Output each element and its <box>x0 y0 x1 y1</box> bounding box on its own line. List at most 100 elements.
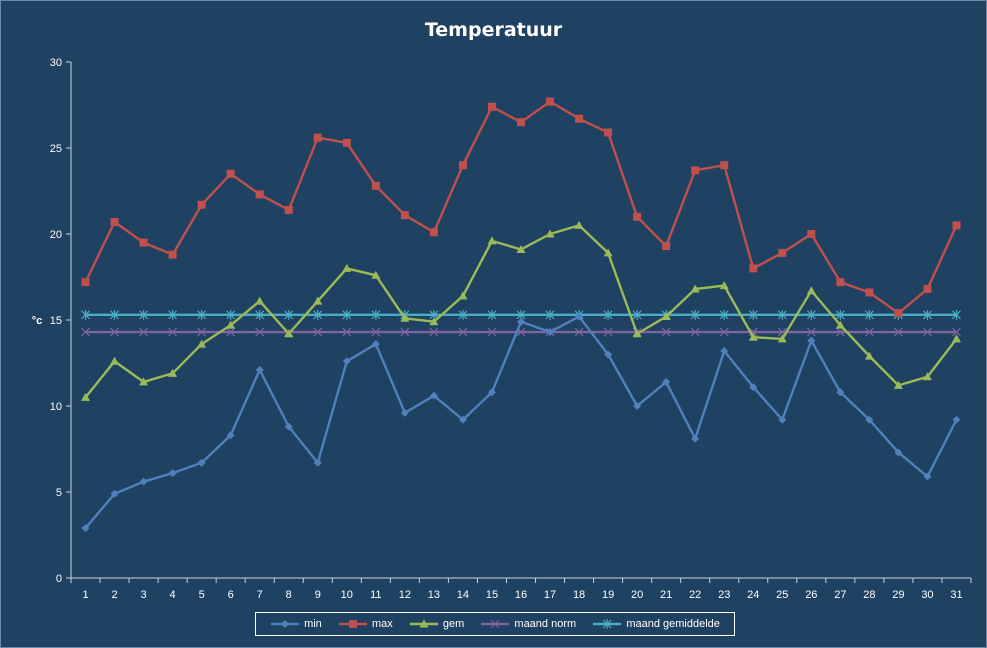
data-point-gem <box>893 380 903 389</box>
data-point-maand-gemiddelde <box>110 309 119 320</box>
data-point-gem <box>748 332 758 341</box>
data-point-max <box>807 230 816 238</box>
x-tick-label: 27 <box>834 589 846 601</box>
data-point-gem <box>864 351 874 360</box>
x-tick-label: 28 <box>863 589 875 601</box>
data-point-gem <box>139 377 149 386</box>
data-point-gem <box>922 372 932 381</box>
data-point-gem <box>777 334 787 343</box>
y-axis-label: °c <box>32 315 43 327</box>
data-point-maand-gemiddelde <box>139 309 149 320</box>
data-point-max <box>952 221 961 230</box>
data-point-min <box>691 434 700 443</box>
data-point-maand-norm <box>487 327 497 337</box>
data-point-min <box>952 415 961 424</box>
data-point-gem <box>400 313 410 322</box>
legend-swatch-max <box>338 620 367 628</box>
x-tick-label: 13 <box>428 589 440 601</box>
data-point-maand-gemiddelde <box>226 309 236 320</box>
data-point-gem <box>690 284 700 293</box>
data-point-gem <box>81 392 91 401</box>
data-point-max <box>458 161 467 170</box>
x-tick-label: 8 <box>286 589 292 601</box>
data-point-min <box>487 388 496 397</box>
data-point-maand-gemiddelde <box>255 309 265 320</box>
data-point-max <box>371 181 380 190</box>
data-point-min <box>575 312 584 321</box>
data-point-max <box>168 250 177 259</box>
data-point-maand-norm <box>574 327 584 337</box>
data-point-maand-gemiddelde <box>632 309 642 320</box>
data-point-max <box>894 309 903 318</box>
data-point-gem <box>197 339 207 348</box>
data-point-maand-gemiddelde <box>719 309 729 320</box>
data-point-min <box>371 340 380 349</box>
x-tick-label: 16 <box>515 589 527 601</box>
x-tick-label: 23 <box>718 589 730 601</box>
x-tick-label: 14 <box>457 589 469 601</box>
legend-item-maand-norm: maand norm <box>480 618 576 630</box>
data-point-maand-norm <box>923 327 932 337</box>
data-point-min <box>458 415 467 424</box>
x-tick-label: 17 <box>544 589 556 601</box>
data-point-min <box>662 377 671 386</box>
data-point-max <box>633 212 642 221</box>
x-tick-label: 15 <box>486 589 498 601</box>
data-point-maand-norm <box>719 327 729 337</box>
data-point-max <box>110 217 119 226</box>
series-line-max <box>84 100 958 315</box>
x-tick-label: 11 <box>370 589 381 601</box>
x-tick-label: 7 <box>257 589 263 601</box>
data-point-min <box>139 477 148 486</box>
data-point-maand-gemiddelde <box>545 309 555 320</box>
legend-swatch-maand-gemiddelde <box>593 619 622 629</box>
y-tick-label: 0 <box>56 573 62 585</box>
data-point-min <box>81 524 90 533</box>
data-point-maand-norm <box>603 327 613 337</box>
data-point-maand-norm <box>139 327 149 337</box>
data-point-gem <box>632 329 642 338</box>
data-point-max <box>197 200 206 209</box>
data-point-gem <box>806 286 816 295</box>
data-point-min <box>749 383 758 392</box>
y-tick-label: 15 <box>50 315 62 327</box>
data-point-min <box>342 357 351 366</box>
legend-label-maand-norm: maand norm <box>514 618 577 630</box>
chart-title: Temperatuur <box>424 19 563 41</box>
data-point-maand-norm <box>168 327 178 337</box>
legend-item-min: min <box>270 618 322 630</box>
data-point-gem <box>574 220 584 229</box>
data-point-maand-norm <box>952 327 961 337</box>
x-tick-label: 19 <box>602 589 614 601</box>
data-point-max <box>546 97 555 106</box>
data-point-maand-norm <box>255 327 265 337</box>
legend: min max gem maand norm maand gemiddelde <box>255 612 735 636</box>
legend-swatch-gem <box>409 619 438 628</box>
x-tick-label: 10 <box>341 589 353 601</box>
data-point-max <box>691 166 700 175</box>
legend-item-gem: gem <box>409 618 464 630</box>
x-tick-label: 21 <box>660 589 672 601</box>
data-point-min <box>807 336 816 345</box>
data-point-maand-gemiddelde <box>952 309 961 320</box>
x-tick-label: 25 <box>776 589 788 601</box>
data-point-gem <box>284 329 294 338</box>
legend-item-maand-gemiddelde: maand gemiddelde <box>592 618 720 630</box>
legend-marker-maand-gemiddelde <box>602 619 612 629</box>
data-point-max <box>662 242 671 251</box>
x-tick-label: 22 <box>689 589 701 601</box>
data-point-maand-norm <box>661 327 671 337</box>
data-point-maand-gemiddelde <box>487 309 497 320</box>
data-point-gem <box>719 281 729 290</box>
data-point-maand-gemiddelde <box>371 309 381 320</box>
x-tick-label: 2 <box>111 589 117 601</box>
data-point-maand-gemiddelde <box>458 309 468 320</box>
data-point-maand-norm <box>458 327 468 337</box>
data-point-maand-norm <box>400 327 410 337</box>
legend-marker-maand-norm <box>490 619 500 629</box>
series-maand-gemiddelde <box>81 309 961 320</box>
data-point-min <box>546 328 555 337</box>
data-point-max <box>226 169 235 178</box>
data-point-min <box>197 458 206 467</box>
